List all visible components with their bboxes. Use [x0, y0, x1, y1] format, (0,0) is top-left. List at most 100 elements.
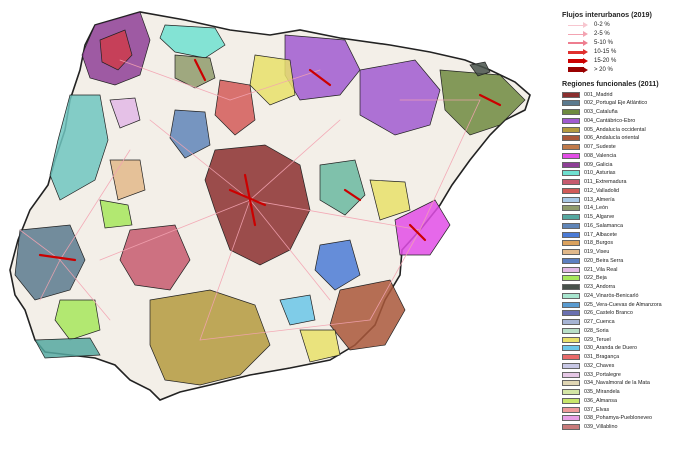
region-legend-item: 026_Castelo Branco	[562, 309, 688, 318]
region-legend-label: 011_Extremadura	[584, 179, 627, 186]
flow-legend-item: 10-15 %	[562, 48, 688, 57]
region-swatch	[562, 144, 580, 151]
region-legend-item: 022_Beja	[562, 274, 688, 283]
region-almeria	[299, 329, 341, 363]
flow-arrow-icon	[568, 48, 590, 56]
region-legend-item: 027_Cuenca	[562, 318, 688, 327]
region-legend-item: 011_Extremadura	[562, 178, 688, 187]
region-swatch	[562, 205, 580, 212]
region-legend-label: 007_Sudeste	[584, 144, 616, 151]
region-swatch	[562, 91, 580, 98]
region-legend-item: 031_Bragança	[562, 353, 688, 362]
region-legend-label: 008_Valencia	[584, 152, 617, 159]
interurban-flows	[19, 58, 502, 341]
flow-arrow-icon	[568, 66, 590, 74]
region-swatch	[562, 336, 580, 343]
region-madrid	[204, 144, 311, 266]
iberia-map	[9, 11, 531, 401]
flow-legend-item: 0-2 %	[562, 21, 688, 30]
region-legend-label: 031_Bragança	[584, 354, 620, 361]
region-soria	[319, 159, 366, 216]
region-legend-label: 024_Vinaròs-Benicarló	[584, 292, 639, 299]
region-swatch	[562, 354, 580, 361]
region-legend-label: 018_Burgos	[584, 240, 614, 247]
flow-arrow-icon	[568, 30, 590, 38]
region-valladolid	[214, 79, 256, 136]
region-swatch	[562, 319, 580, 326]
region-legend-label: 019_Viseu	[584, 249, 610, 256]
region-swatch	[562, 161, 580, 168]
region-legend-label: 025_Vera-Cuevas de Almanzora	[584, 301, 662, 308]
region-legend-label: 003_Cataluña	[584, 109, 618, 116]
flow-arrow-icon	[568, 39, 590, 47]
region-legend-item: 013_Almería	[562, 195, 688, 204]
region-legend-label: 030_Aranda de Duero	[584, 345, 638, 352]
region-galicia-2	[99, 29, 133, 71]
region-legend-item: 039_Villablino	[562, 423, 688, 432]
region-beja	[54, 299, 101, 341]
region-legend-label: 012_Valladolid	[584, 187, 619, 194]
region-swatch	[562, 310, 580, 317]
region-legend-item: 038_Pohamya-Puebloneveo	[562, 414, 688, 423]
region-legend-item: 036_Almansa	[562, 397, 688, 406]
region-legend-item: 004_Cantábrico-Ebro	[562, 117, 688, 126]
region-andorra	[469, 61, 491, 77]
region-swatch	[562, 371, 580, 378]
flow-legend-label: 15-20 %	[594, 58, 617, 64]
functional-regions	[14, 11, 526, 386]
region-legend-label: 002_Portugal Eje Atlántico	[584, 100, 648, 107]
region-swatch	[562, 380, 580, 387]
regions-legend-list: 001_Madrid 002_Portugal Eje Atlántico 003_…	[562, 90, 688, 431]
region-swatch	[562, 222, 580, 229]
region-swatch	[562, 327, 580, 334]
region-legend-label: 028_Soria	[584, 327, 609, 334]
region-swatch	[562, 389, 580, 396]
regions-legend-title: Regiones funcionales (2011)	[562, 79, 659, 89]
flow-legend-label: > 20 %	[594, 66, 613, 73]
region-swatch	[562, 424, 580, 431]
region-swatch	[562, 196, 580, 203]
region-swatch	[562, 275, 580, 282]
region-legend-item: 009_Galicia	[562, 160, 688, 169]
flows-legend-title: Flujos interurbanos (2019)	[562, 10, 652, 19]
region-swatch	[562, 257, 580, 264]
region-legend-label: 039_Villablino	[584, 424, 618, 431]
region-legend-item: 002_Portugal Eje Atlántico	[562, 99, 688, 108]
region-legend-item: 035_Mirandela	[562, 388, 688, 397]
flow-legend-label: 5-10 %	[594, 40, 614, 47]
region-swatch	[562, 249, 580, 256]
region-legend-item: 023_Andorra	[562, 283, 688, 292]
region-legend-item: 010_Asturias	[562, 169, 688, 178]
region-swatch	[562, 179, 580, 186]
region-swatch	[562, 214, 580, 221]
flow-legend-item: 2-5 %	[562, 30, 688, 39]
flow-legend-item: 5-10 %	[562, 39, 688, 48]
region-legend-item: 030_Aranda de Duero	[562, 344, 688, 353]
flows-legend-list: 0-2 % 2-5 % 5-10 % 10-15 % 15-20 % > 20 %	[562, 21, 688, 74]
region-portugal-atlantico	[49, 94, 109, 201]
region-albacete	[314, 239, 361, 291]
region-swatch	[562, 187, 580, 194]
region-swatch	[562, 109, 580, 116]
region-swatch	[562, 406, 580, 413]
flow-legend-item: > 20 %	[562, 65, 688, 74]
region-sudeste	[329, 279, 406, 351]
region-legend-label: 004_Cantábrico-Ebro	[584, 117, 636, 124]
region-swatch	[562, 301, 580, 308]
region-cantabrico-2	[359, 59, 441, 136]
region-legend-item: 014_León	[562, 204, 688, 213]
region-legend-item: 033_Portalegre	[562, 370, 688, 379]
region-vila-real	[109, 97, 141, 129]
region-swatch	[562, 152, 580, 159]
region-legend-label: 023_Andorra	[584, 284, 616, 291]
region-swatch	[562, 231, 580, 238]
region-swatch	[562, 266, 580, 273]
region-swatch	[562, 100, 580, 107]
region-legend-item: 032_Chaves	[562, 362, 688, 371]
region-legend-label: 015_Algarve	[584, 214, 615, 221]
flow-legend-label: 0-2 %	[594, 22, 610, 29]
region-legend-label: 006_Andalucía oriental	[584, 135, 640, 142]
map-legend: Flujos interurbanos (2019) 0-2 % 2-5 % 5-1…	[562, 10, 688, 456]
region-legend-label: 037_Elvas	[584, 406, 610, 413]
flow-legend-label: 2-5 %	[594, 31, 610, 38]
